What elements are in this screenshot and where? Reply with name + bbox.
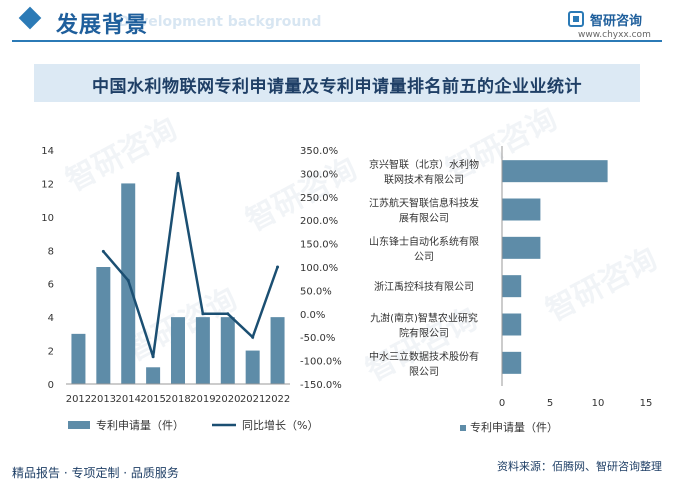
- company-label: 展有限公司: [399, 212, 449, 225]
- bar-patents-2013: [96, 267, 111, 384]
- left-y-tick-label: 6: [48, 280, 54, 291]
- section-subtitle: Development background: [118, 14, 322, 30]
- logo-name: 智研咨询: [590, 14, 643, 29]
- right-y-tick-label: 50.0%: [300, 286, 332, 297]
- growth-point-2021: [251, 335, 255, 339]
- company-bar: [502, 351, 522, 374]
- right-y-tick-label: 150.0%: [300, 240, 338, 251]
- company-bar: [502, 198, 541, 221]
- x-tick-label: 2019: [190, 394, 215, 405]
- legend-bar-label: 专利申请量（件）: [96, 418, 184, 432]
- x-tick-label: 2022: [265, 394, 290, 405]
- company-label: 京兴智联（北京）水利物: [369, 158, 479, 171]
- growth-point-2020: [226, 312, 230, 316]
- left-y-tick-label: 2: [48, 347, 54, 358]
- legend-company-label: 专利申请量（件）: [470, 420, 558, 434]
- header-divider: [12, 40, 662, 42]
- left-y-tick-label: 14: [41, 146, 54, 157]
- company-bar: [502, 236, 541, 259]
- x-tick-label: 2021: [240, 394, 265, 405]
- x-tick-label: 2020: [215, 394, 240, 405]
- left-y-tick-label: 10: [41, 213, 54, 224]
- bar-patents-2012: [71, 333, 86, 384]
- growth-point-2014: [126, 278, 130, 282]
- company-label: 院有限公司: [399, 327, 449, 340]
- right-x-tick-label: 10: [592, 398, 605, 409]
- bar-patents-2021: [245, 350, 260, 384]
- right-y-tick-label: 350.0%: [300, 146, 338, 157]
- company-bar: [502, 313, 522, 336]
- growth-point-2013: [101, 249, 105, 253]
- left-y-tick-label: 8: [48, 246, 54, 257]
- section-title: 发展背景: [56, 13, 149, 38]
- chart-title-band: 中国水利物联网专利申请量及专利申请量排名前五的企业业统计: [34, 64, 640, 102]
- logo-icon: [568, 11, 584, 27]
- growth-point-2018: [176, 171, 180, 175]
- left-y-tick-label: 12: [41, 179, 54, 190]
- legend-company-swatch: [460, 425, 466, 431]
- right-y-tick-label: 0.0%: [300, 310, 325, 321]
- bar-patents-2015: [146, 367, 161, 384]
- company-label: 中水三立数据技术股份有: [369, 350, 479, 363]
- left-y-tick-label: 4: [48, 313, 54, 324]
- right-y-tick-label: 250.0%: [300, 193, 338, 204]
- company-label: 公司: [414, 252, 434, 263]
- company-bar: [502, 160, 608, 183]
- footer-tagline: 精品报告 · 专项定制 · 品质服务: [12, 466, 179, 480]
- right-x-tick-label: 15: [640, 398, 653, 409]
- left-y-tick-label: 0: [48, 380, 54, 391]
- growth-point-2022: [276, 265, 280, 269]
- company-label: 山东锋士自动化系统有限: [369, 235, 479, 248]
- company-bar: [502, 275, 522, 298]
- company-label: 限公司: [409, 366, 439, 378]
- x-tick-label: 2018: [165, 394, 190, 405]
- right-y-tick-label: -100.0%: [300, 357, 342, 368]
- bar-patents-2019: [195, 317, 210, 384]
- bar-patents-2020: [220, 317, 235, 384]
- right-x-tick-label: 5: [547, 398, 553, 409]
- growth-point-2019: [201, 312, 205, 316]
- x-tick-label: 2012: [66, 394, 91, 405]
- bar-patents-2022: [270, 317, 285, 384]
- logo-site: www.chyxx.com: [578, 30, 651, 40]
- x-tick-label: 2015: [140, 394, 165, 405]
- company-label: 联网技术有限公司: [384, 173, 464, 186]
- growth-rate-line: [102, 173, 279, 358]
- growth-point-2015: [151, 355, 155, 359]
- x-tick-label: 2014: [115, 394, 140, 405]
- legend-line-label: 同比增长（%）: [242, 418, 318, 432]
- chart-title: 中国水利物联网专利申请量及专利申请量排名前五的企业业统计: [92, 77, 582, 97]
- company-label: 浙江禹控科技有限公司: [374, 280, 474, 293]
- company-label: 江苏航天智联信息科技发: [369, 197, 479, 210]
- right-y-tick-label: -150.0%: [300, 380, 342, 391]
- x-tick-label: 2013: [91, 394, 116, 405]
- legend-bar-swatch: [68, 421, 90, 429]
- bar-patents-2018: [171, 317, 185, 384]
- footer: 精品报告 · 专项定制 · 品质服务 资料来源：佰腾网、智研咨询整理: [0, 456, 674, 488]
- footer-source: 资料来源：佰腾网、智研咨询整理: [497, 460, 662, 473]
- right-y-tick-label: 100.0%: [300, 263, 338, 274]
- company-label: 九澍(南京)智慧农业研究: [370, 312, 478, 325]
- brand-logo: 智研咨询 www.chyxx.com: [568, 10, 668, 40]
- right-y-tick-label: -50.0%: [300, 333, 335, 344]
- right-y-tick-label: 200.0%: [300, 216, 338, 227]
- right-y-tick-label: 300.0%: [300, 169, 338, 180]
- right-x-tick-label: 0: [499, 398, 505, 409]
- section-header: Development background 发展背景 智研咨询 www.chy…: [0, 0, 674, 46]
